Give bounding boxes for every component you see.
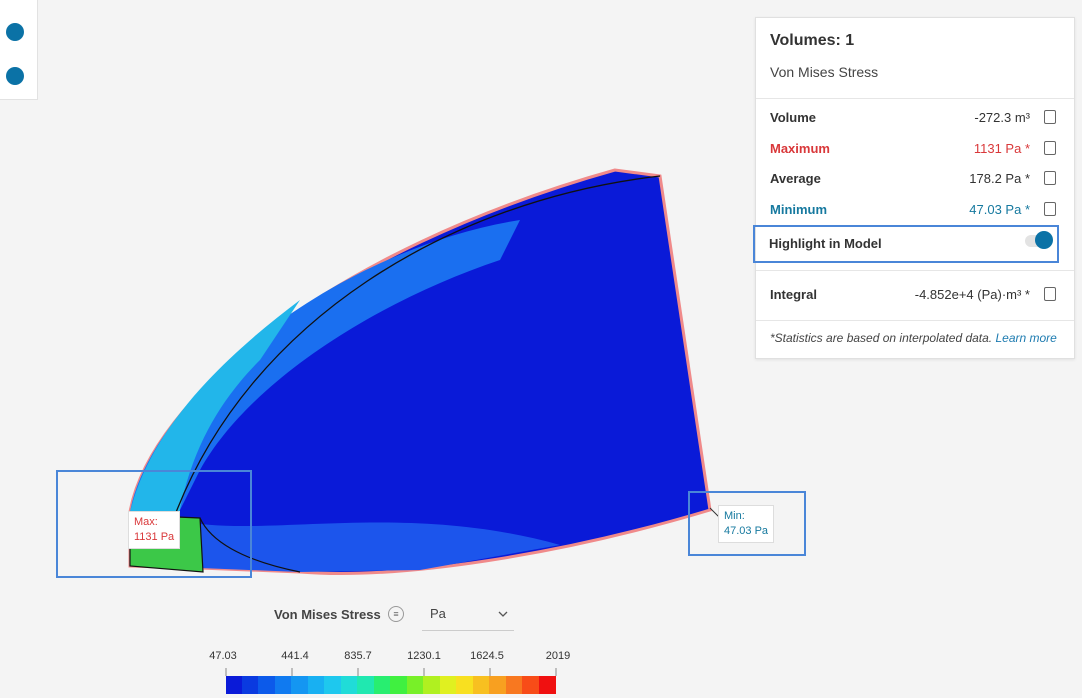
min-value: 47.03 Pa	[724, 525, 769, 537]
colorbar-label: 1230.1	[407, 650, 441, 662]
edge	[174, 175, 661, 516]
unit-dropdown[interactable]: Pa	[422, 600, 514, 631]
colorbar-label: 1624.5	[470, 650, 504, 662]
colorbar-label: 835.7	[344, 650, 372, 662]
stress-region	[178, 520, 560, 572]
row-label: Minimum	[770, 202, 828, 217]
row-value: 178.2 Pa *	[969, 171, 1030, 186]
highlight-toggle[interactable]	[1025, 231, 1053, 249]
footnote-text: *Statistics are based on interpolated da…	[770, 331, 993, 345]
toolbar-button[interactable]	[6, 23, 24, 41]
row-value: 47.03 Pa *	[969, 202, 1030, 217]
copy-button[interactable]	[1044, 141, 1056, 155]
min-highlight	[688, 491, 806, 556]
max-label: Max:	[134, 516, 158, 528]
row-label: Volume	[770, 110, 816, 125]
min-tag: Min: 47.03 Pa	[718, 505, 775, 543]
copy-button[interactable]	[1044, 202, 1056, 216]
unit-value: Pa	[430, 606, 446, 621]
colorbar-label: 47.03	[209, 650, 237, 662]
legend-menu[interactable]: ≡	[388, 606, 404, 622]
row-label: Average	[770, 171, 821, 186]
colorbar-label: 2019	[545, 650, 571, 662]
copy-button[interactable]	[1044, 287, 1056, 301]
learn-more-link[interactable]: Learn more	[995, 331, 1057, 345]
legend-title: Von Mises Stress	[274, 607, 381, 622]
row-label: Integral	[770, 287, 817, 302]
toolbar-button[interactable]	[6, 67, 24, 85]
row-value: -272.3 m³	[974, 110, 1030, 125]
row-value: 1131 Pa *	[973, 141, 1030, 156]
colorbar-ticks	[225, 668, 557, 676]
highlight-label: Highlight in Model	[769, 236, 882, 251]
row-label: Maximum	[770, 141, 830, 156]
panel-title: Volumes: 1	[770, 32, 855, 49]
stress-region	[130, 300, 300, 560]
max-tag: Max: 1131 Pa	[128, 511, 181, 549]
row-value: -4.852e+4 (Pa)·m³ *	[914, 287, 1030, 302]
colorbar-label: 441.4	[281, 650, 309, 662]
copy-button[interactable]	[1044, 110, 1056, 124]
max-highlight	[56, 470, 252, 578]
panel-subtitle: Von Mises Stress	[770, 64, 879, 80]
footnote: *Statistics are based on interpolated da…	[770, 331, 1057, 345]
statistics-panel: Volumes: 1 Von Mises Stress Volume -272.3…	[753, 17, 1075, 359]
highlight-row: Highlight in Model	[753, 225, 1059, 263]
min-label: Min:	[724, 510, 745, 522]
copy-button[interactable]	[1044, 171, 1056, 185]
max-value: 1131 Pa	[134, 531, 175, 543]
toolbar	[0, 0, 38, 100]
edge	[199, 517, 301, 573]
